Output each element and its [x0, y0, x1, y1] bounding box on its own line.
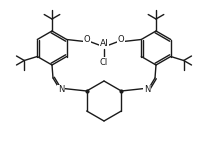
Text: N: N [144, 85, 150, 94]
Text: Al: Al [100, 38, 108, 48]
Text: N: N [58, 85, 64, 94]
Text: Cl: Cl [100, 58, 108, 66]
Text: O: O [84, 35, 90, 44]
Text: O: O [118, 35, 124, 44]
